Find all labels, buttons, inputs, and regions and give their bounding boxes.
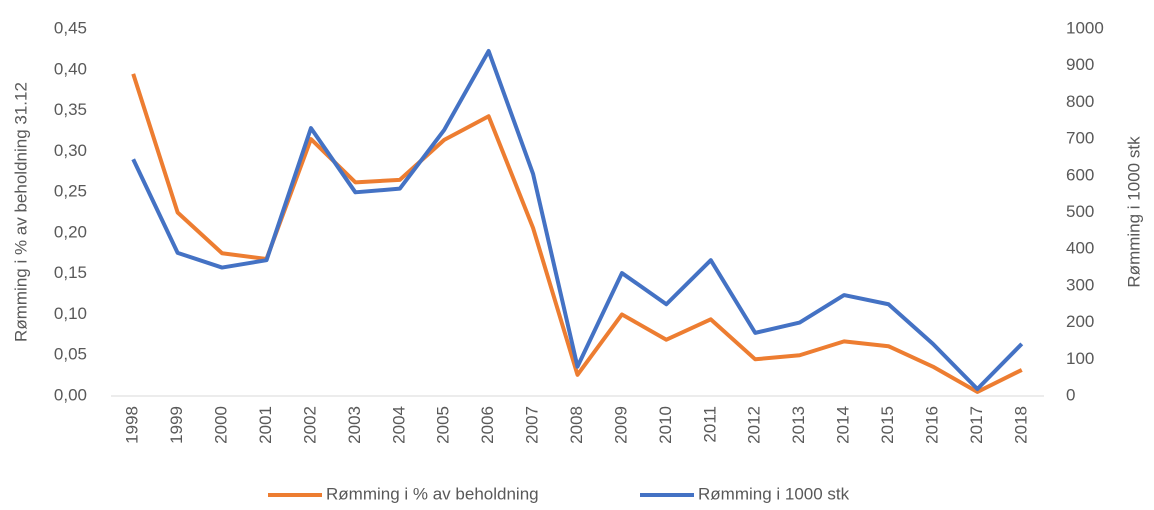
y-tick-label: 0,05 <box>54 345 87 364</box>
y2-tick-label: 500 <box>1066 202 1094 221</box>
series-line <box>131 73 1023 394</box>
y2-tick-label: 900 <box>1066 55 1094 74</box>
x-tick-label: 2002 <box>300 406 319 444</box>
x-tick-label: 2008 <box>567 406 586 444</box>
y2-tick-label: 800 <box>1066 92 1094 111</box>
x-tick-label: 2016 <box>922 406 941 444</box>
y2-tick-label: 600 <box>1066 165 1094 184</box>
x-tick-label: 2000 <box>212 406 231 444</box>
x-tick-label: 2015 <box>878 406 897 444</box>
x-tick-label: 2005 <box>434 406 453 444</box>
y-tick-label: 0,35 <box>54 100 87 119</box>
x-tick-label: 1999 <box>167 406 186 444</box>
x-tick-label: 2018 <box>1011 406 1030 444</box>
y-tick-label: 0,30 <box>54 141 87 160</box>
x-tick-label: 1998 <box>123 406 142 444</box>
y-tick-label: 0,45 <box>54 18 87 37</box>
y2-axis-title: Rømming i 1000 stk <box>1124 136 1143 288</box>
y-tick-label: 0,40 <box>54 59 87 78</box>
x-tick-label: 2011 <box>700 406 719 443</box>
y-tick-label: 0,00 <box>54 385 87 404</box>
y-tick-label: 0,10 <box>54 304 87 323</box>
y-tick-label: 0,20 <box>54 222 87 241</box>
y2-tick-label: 0 <box>1066 385 1075 404</box>
legend-label: Rømming i 1000 stk <box>698 484 850 503</box>
y2-tick-label: 700 <box>1066 129 1094 148</box>
y-tick-label: 0,15 <box>54 263 87 282</box>
x-tick-label: 2007 <box>523 406 542 444</box>
x-tick-label: 2006 <box>478 406 497 444</box>
legend-label: Rømming i % av beholdning <box>326 484 539 503</box>
y2-tick-label: 100 <box>1066 349 1094 368</box>
y-tick-label: 0,25 <box>54 182 87 201</box>
y2-tick-label: 300 <box>1066 275 1094 294</box>
x-tick-label: 2013 <box>789 406 808 444</box>
x-tick-label: 2009 <box>611 406 630 444</box>
y2-tick-label: 200 <box>1066 312 1094 331</box>
x-tick-label: 2003 <box>345 406 364 444</box>
x-tick-label: 2012 <box>745 406 764 444</box>
y2-tick-label: 400 <box>1066 239 1094 258</box>
x-tick-label: 2014 <box>834 406 853 444</box>
x-tick-label: 2017 <box>967 406 986 444</box>
series-line <box>131 49 1024 392</box>
y-axis-title: Rømming i % av beholdning 31.12 <box>11 82 30 342</box>
y2-tick-label: 1000 <box>1066 18 1104 37</box>
x-tick-label: 2010 <box>656 406 675 444</box>
x-tick-label: 2004 <box>389 406 408 444</box>
x-tick-label: 2001 <box>256 406 275 444</box>
